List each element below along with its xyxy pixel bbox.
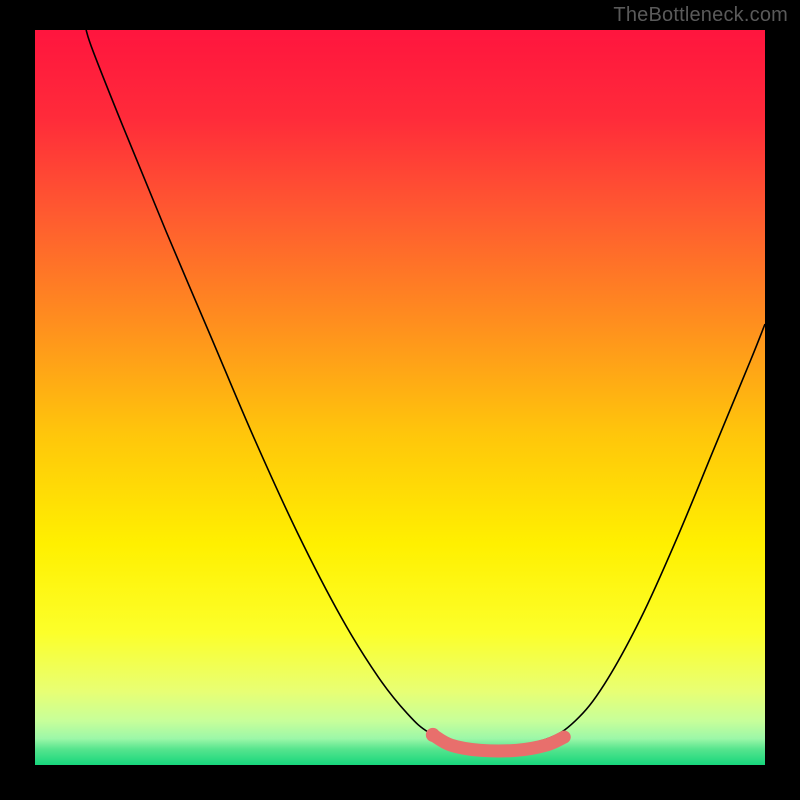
highlight-start-dot <box>426 728 440 742</box>
gradient-background <box>35 30 765 765</box>
plot-area <box>35 30 765 765</box>
chart-svg <box>35 30 765 765</box>
watermark-text: TheBottleneck.com <box>613 4 788 27</box>
